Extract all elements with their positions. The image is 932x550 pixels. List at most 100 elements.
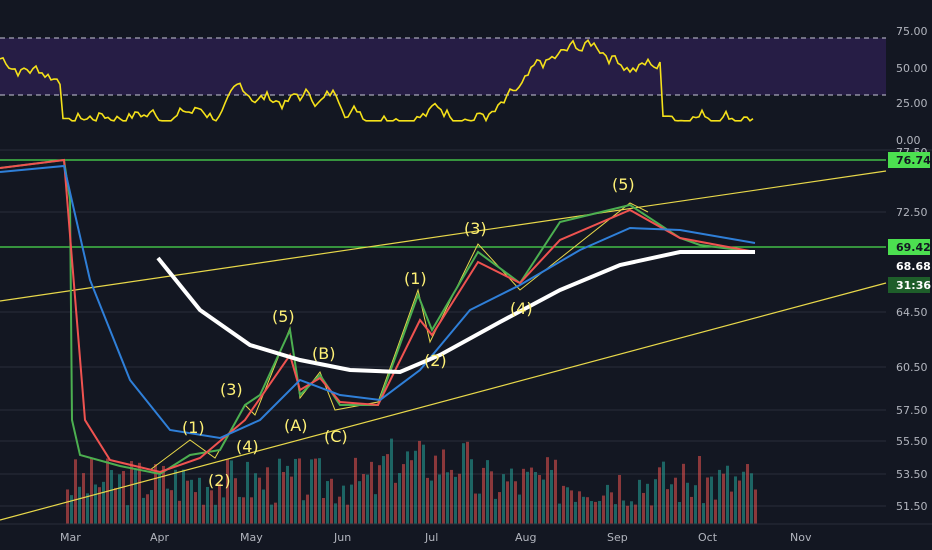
volume-bar (514, 481, 517, 524)
volume-bar (258, 477, 261, 524)
volume-bar (350, 484, 353, 524)
volume-bar (754, 489, 757, 524)
oscillator-y-axis: 75.00 50.00 25.00 0.00 (896, 25, 928, 147)
wave-label: (A) (284, 416, 307, 435)
volume-bar (310, 459, 313, 524)
volume-bar (322, 497, 325, 524)
volume-bar (486, 460, 489, 524)
price-y-axis: 77.50 72.50 64.50 60.50 57.50 55.50 53.5… (888, 146, 931, 513)
price-y-tick: 53.50 (896, 468, 928, 481)
volume-bar (550, 469, 553, 524)
volume-bar (614, 504, 617, 524)
volume-bar (374, 494, 377, 524)
last-price-badge (888, 258, 930, 274)
volume-bar (750, 473, 753, 524)
volume-bar (366, 474, 369, 524)
volume-bar (726, 465, 729, 524)
volume-bar (222, 497, 225, 524)
wave-label: (4) (236, 437, 259, 456)
volume-bar (470, 459, 473, 524)
volume-bar (294, 458, 297, 524)
volume-bar (202, 504, 205, 524)
volume-bar (330, 478, 333, 524)
volume-bar (582, 496, 585, 524)
wave-label: (C) (324, 427, 348, 446)
volume-bar (526, 471, 529, 524)
volume-bar (186, 480, 189, 524)
price-series-line (0, 164, 756, 440)
volume-bar (534, 471, 537, 524)
volume-bars (66, 438, 757, 524)
volume-bar (430, 480, 433, 524)
wave-label: (3) (220, 380, 243, 399)
drawings (0, 159, 887, 521)
volume-bar (98, 487, 101, 524)
volume-bar (618, 474, 621, 524)
osc-y-tick: 50.00 (896, 62, 928, 75)
x-tick: Mar (60, 531, 81, 544)
volume-bar (574, 501, 577, 524)
x-tick: Oct (698, 531, 718, 544)
x-tick: Jun (333, 531, 351, 544)
price-series-line (0, 158, 756, 476)
volume-bar (302, 500, 305, 524)
volume-bar (246, 461, 249, 524)
oscillator-panel: 75.00 50.00 25.00 0.00 (0, 25, 932, 151)
volume-bar (110, 470, 113, 524)
volume-bar (410, 460, 413, 524)
volume-bar (334, 503, 337, 524)
volume-bar (446, 472, 449, 524)
wave-label: (3) (464, 219, 487, 238)
volume-bar (162, 465, 165, 524)
support-price-badge (888, 239, 930, 255)
wave-label: (B) (312, 344, 335, 363)
price-y-tick: 51.50 (896, 500, 928, 513)
volume-bar (442, 449, 445, 524)
volume-bar (338, 496, 341, 524)
volume-bar (138, 462, 141, 524)
x-tick: Nov (790, 531, 812, 544)
volume-bar (130, 461, 133, 524)
volume-bar (482, 467, 485, 524)
volume-bar (78, 486, 81, 524)
volume-bar (154, 464, 157, 524)
volume-bar (718, 469, 721, 524)
resistance-price-badge (888, 152, 930, 168)
countdown-label: 31:36 (896, 279, 931, 292)
volume-bar (274, 502, 277, 524)
osc-y-tick: 0.00 (896, 134, 921, 147)
volume-bar (178, 500, 181, 524)
volume-bar (674, 477, 677, 524)
volume-bar (378, 465, 381, 524)
volume-bar (314, 458, 317, 524)
volume-bar (342, 485, 345, 524)
volume-bar (134, 469, 137, 524)
volume-bar (82, 473, 85, 524)
volume-bar (722, 473, 725, 524)
osc-y-tick: 75.00 (896, 25, 928, 38)
volume-bar (638, 479, 641, 524)
price-y-tick: 60.50 (896, 361, 928, 374)
volume-bar (738, 480, 741, 524)
resistance-price-label: 76.74 (896, 154, 931, 167)
volume-bar (606, 484, 609, 524)
wave-label: (1) (182, 418, 205, 437)
volume-bar (742, 471, 745, 524)
volume-bar (714, 499, 717, 524)
volume-bar (654, 479, 657, 524)
upper-trendline (0, 170, 887, 302)
volume-bar (690, 496, 693, 524)
volume-bar (262, 489, 265, 524)
volume-bar (174, 469, 177, 524)
volume-bar (538, 475, 541, 524)
volume-bar (598, 500, 601, 524)
wave-label: (2) (208, 471, 231, 490)
support-price-label: 69.42 (896, 241, 931, 254)
volume-bar (118, 474, 121, 524)
volume-bar (422, 444, 425, 524)
x-tick: Apr (150, 531, 170, 544)
volume-bar (382, 456, 385, 524)
volume-bar (414, 450, 417, 524)
volume-bar (518, 494, 521, 524)
